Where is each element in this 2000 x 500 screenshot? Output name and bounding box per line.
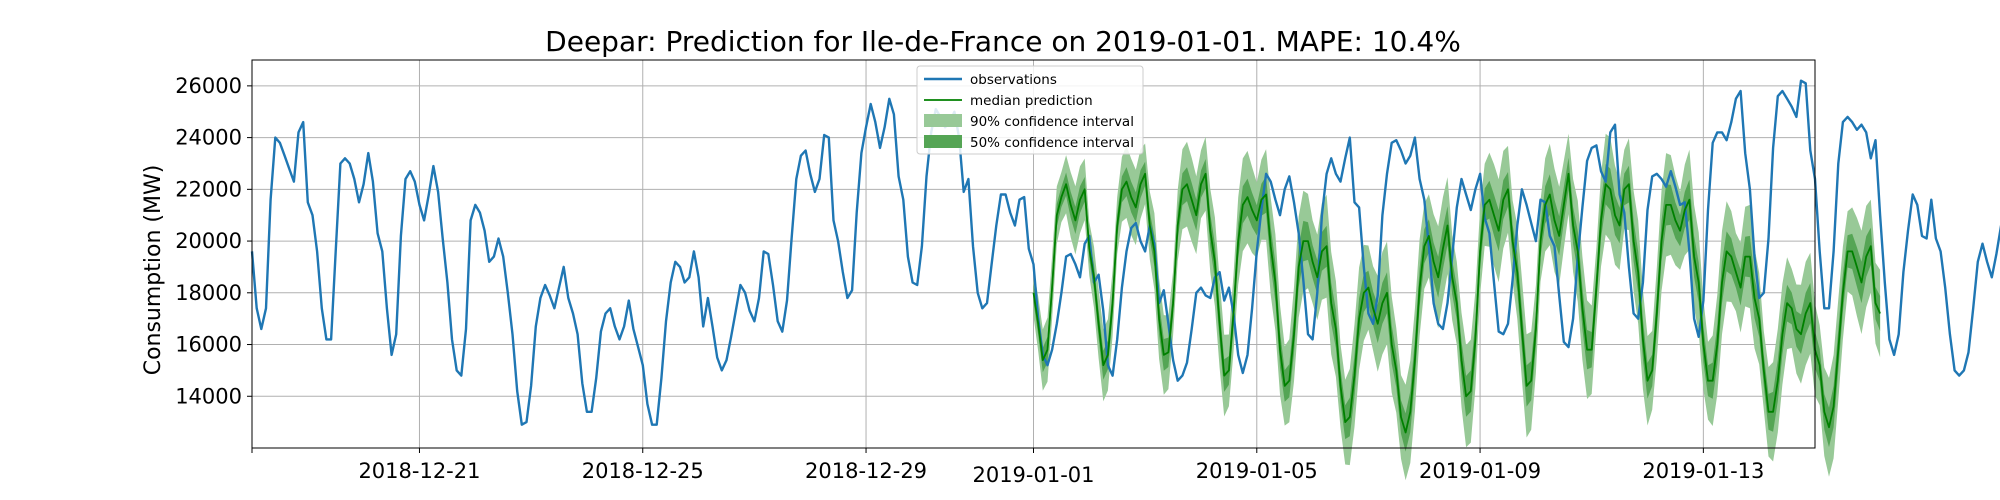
y-tick-label: 14000	[175, 384, 242, 408]
y-tick-label: 26000	[175, 74, 242, 98]
legend-label-median: median prediction	[970, 93, 1093, 109]
plot-frame	[251, 59, 1816, 449]
legend-box	[916, 65, 1144, 155]
y-tick-label: 22000	[175, 177, 242, 201]
x-tick-label: 2019-01-09	[1419, 459, 1541, 483]
plot-area	[250, 79, 2000, 481]
y-tick-label: 24000	[175, 126, 242, 150]
x-tick-label: 2019-01-01	[972, 463, 1094, 487]
x-tick-label: 2018-12-21	[358, 459, 480, 483]
observations-line	[250, 79, 2000, 426]
x-tick-label: 2019-01-13	[1642, 459, 1764, 483]
x-tick-label: 2018-12-29	[805, 459, 927, 483]
median-prediction-line	[1032, 172, 1881, 434]
axis-ticks: 14000 16000 18000 20000 22000 24000 26000 2018-…	[175, 74, 1764, 487]
legend: observations median prediction 90% confi…	[916, 65, 1144, 155]
legend-swatch-ci90	[924, 114, 962, 127]
y-axis-label: Consumption (MW)	[141, 165, 166, 376]
legend-swatch-ci50	[924, 135, 962, 148]
chart-title: Deepar: Prediction for Ile-de-France on …	[545, 25, 1461, 58]
x-tick-label: 2018-12-25	[582, 459, 704, 483]
y-tick-label: 18000	[175, 281, 242, 305]
legend-label-ci50: 50% confidence interval	[970, 135, 1134, 151]
x-tick-label: 2019-01-05	[1196, 459, 1318, 483]
legend-label-ci90: 90% confidence interval	[970, 114, 1134, 130]
y-tick-label: 20000	[175, 229, 242, 253]
y-tick-label: 16000	[175, 333, 242, 357]
legend-label-observations: observations	[970, 72, 1057, 88]
